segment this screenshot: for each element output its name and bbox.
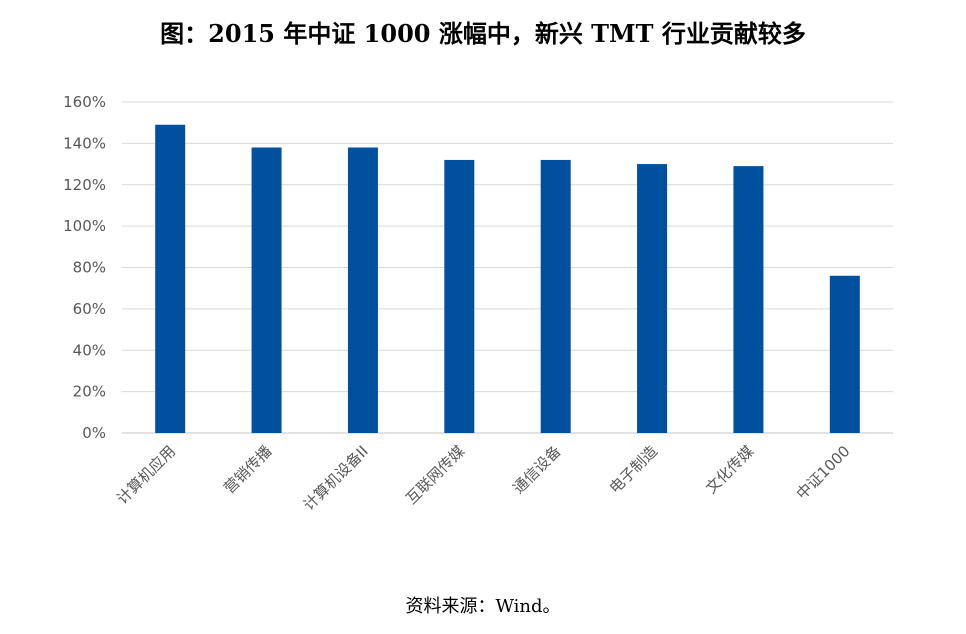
source-note: 资料来源：Wind。 (405, 596, 561, 617)
bar (540, 159, 571, 434)
x-axis-categories: 计算机应用 营销传播 计算机设备II 互联网传媒 通信设备 电子制造 文化传媒 中证1000 (113, 442, 853, 514)
x-category-label: 计算机应用 (113, 442, 179, 508)
x-category-label: 营销传播 (220, 442, 275, 497)
y-tick-label: 140% (63, 134, 106, 152)
bar (637, 164, 668, 433)
x-category-label: 电子制造 (606, 442, 661, 497)
x-category-label: 中证1000 (793, 442, 854, 503)
bar (829, 275, 860, 433)
bars (155, 124, 860, 434)
y-tick-label: 60% (73, 300, 106, 318)
x-category-label: 通信设备 (509, 442, 564, 497)
y-axis-ticks: 0% 20% 40% 60% 80% 100% 120% 140% 160% (63, 93, 106, 442)
x-category-label: 计算机设备II (300, 442, 372, 514)
y-tick-label: 0% (82, 424, 106, 442)
x-category-label: 文化传媒 (702, 442, 757, 497)
y-tick-label: 80% (73, 259, 106, 277)
x-category-label: 互联网传媒 (402, 442, 468, 508)
bar (733, 166, 764, 433)
bar (444, 159, 475, 434)
y-tick-label: 100% (63, 217, 106, 235)
chart-title: 图：2015 年中证 1000 涨幅中，新兴 TMT 行业贡献较多 (160, 19, 806, 48)
bar (251, 147, 282, 433)
y-tick-label: 40% (73, 341, 106, 359)
y-tick-label: 160% (63, 93, 106, 111)
bar (155, 124, 186, 433)
bar (347, 147, 378, 433)
y-tick-label: 120% (63, 176, 106, 194)
y-tick-label: 20% (73, 383, 106, 401)
gridlines (122, 101, 893, 434)
